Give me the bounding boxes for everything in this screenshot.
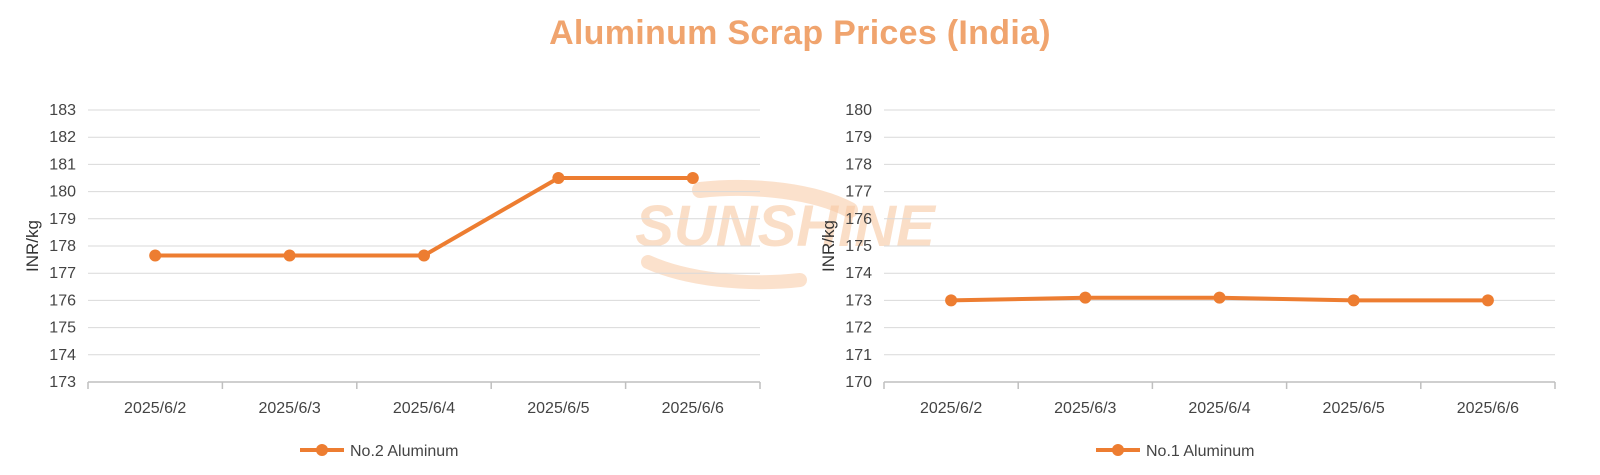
legend-marker xyxy=(316,444,328,456)
y-tick-label: 180 xyxy=(49,184,76,201)
watermark-swoosh-top xyxy=(692,179,858,218)
data-point xyxy=(1079,291,1092,304)
y-tick-label: 175 xyxy=(845,238,872,255)
chart-no2-aluminum: 173 174 175 176 177 178 179 180 181 182 183 2025/6/… xyxy=(23,102,761,460)
y-tick-label: 177 xyxy=(49,265,76,282)
x-tick-label: 2025/6/6 xyxy=(662,400,724,417)
y-tick-label: 181 xyxy=(49,156,76,173)
y-tick-label: 173 xyxy=(845,292,872,309)
page-title: Aluminum Scrap Prices (India) xyxy=(549,14,1051,52)
data-point xyxy=(945,294,958,307)
y-tick-label: 180 xyxy=(845,102,872,119)
y-tick-label: 176 xyxy=(845,211,872,228)
y-axis-label: INR/kg xyxy=(23,220,42,272)
y-tick-label: 174 xyxy=(49,347,76,364)
data-point xyxy=(1481,294,1494,307)
data-point xyxy=(283,249,296,262)
y-tick-label: 178 xyxy=(49,238,76,255)
data-point xyxy=(1213,291,1226,304)
x-tick-label: 2025/6/2 xyxy=(920,400,982,417)
y-tick-label: 176 xyxy=(49,292,76,309)
y-tick-label: 175 xyxy=(49,320,76,337)
legend-marker xyxy=(1112,444,1124,456)
watermark-text: SUNSHINE xyxy=(635,194,937,259)
y-tick-label: 179 xyxy=(49,211,76,228)
y-axis-label: INR/kg xyxy=(819,220,838,272)
watermark-logo: SUNSHINE xyxy=(635,179,937,290)
y-tick-label: 178 xyxy=(845,156,872,173)
x-tick-label: 2025/6/5 xyxy=(527,400,589,417)
x-tick-label: 2025/6/2 xyxy=(124,400,186,417)
x-tick-label: 2025/6/4 xyxy=(1188,400,1250,417)
data-point xyxy=(149,249,162,262)
data-point xyxy=(686,172,699,184)
data-point xyxy=(552,172,565,184)
x-tick-label: 2025/6/3 xyxy=(258,400,320,417)
y-tick-label: 182 xyxy=(49,129,76,146)
y-tick-label: 173 xyxy=(49,374,76,391)
y-tick-label: 170 xyxy=(845,374,872,391)
x-tick-label: 2025/6/4 xyxy=(393,400,455,417)
y-tick-label: 171 xyxy=(845,347,872,364)
y-tick-label: 172 xyxy=(845,320,872,337)
x-tick-label: 2025/6/5 xyxy=(1323,400,1385,417)
y-tick-label: 177 xyxy=(845,184,872,201)
x-tick-label: 2025/6/6 xyxy=(1457,400,1519,417)
data-point xyxy=(418,249,430,262)
legend-label: No.1 Aluminum xyxy=(1146,443,1255,460)
data-point xyxy=(1347,294,1360,307)
y-tick-label: 179 xyxy=(845,129,872,146)
y-tick-label: 174 xyxy=(845,265,872,282)
legend-label: No.2 Aluminum xyxy=(350,443,459,460)
watermark-swoosh-bottom xyxy=(641,255,807,290)
series-line xyxy=(153,176,695,258)
x-tick-label: 2025/6/3 xyxy=(1054,400,1116,417)
chart-no1-aluminum: 170 171 172 173 174 175 176 177 178 179 180 2025/6/… xyxy=(819,102,1556,460)
y-tick-label: 183 xyxy=(49,102,76,119)
